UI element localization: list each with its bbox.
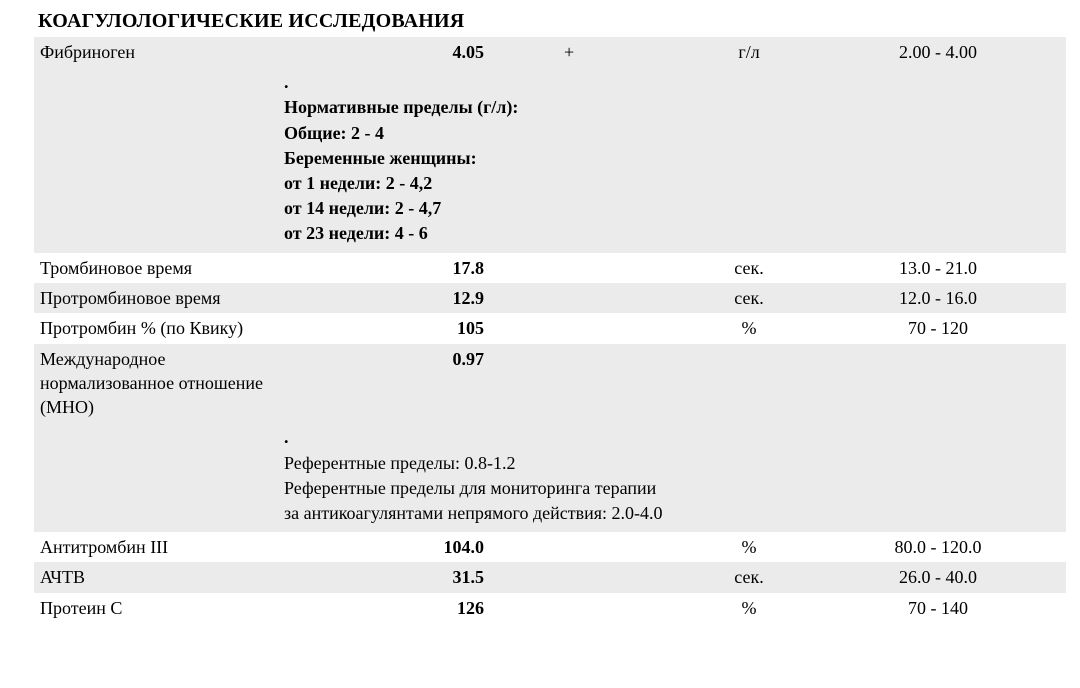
test-flag: [544, 532, 664, 562]
test-value: 0.97: [284, 344, 544, 423]
note-row: . Референтные пределы: 0.8-1.2 Референтн…: [34, 422, 1066, 532]
test-unit: %: [664, 532, 834, 562]
note-dot: .: [284, 70, 1060, 95]
section-title: КОАГУЛОЛОГИЧЕСКИЕ ИССЛЕДОВАНИЯ: [38, 10, 1066, 33]
test-unit: сек.: [664, 562, 834, 592]
note-line: от 14 недели: 2 - 4,7: [284, 196, 1060, 221]
test-value: 12.9: [284, 283, 544, 313]
note-line: Беременные женщины:: [284, 146, 1060, 171]
test-value: 4.05: [284, 37, 544, 67]
table-row: АЧТВ 31.5 сек. 26.0 - 40.0: [34, 562, 1066, 592]
test-range: 70 - 120: [834, 313, 1066, 343]
test-name: Протромбин % (по Квику): [34, 313, 284, 343]
table-row: Протеин С 126 % 70 - 140: [34, 593, 1066, 623]
table-row: Международное нормализованное отношение …: [34, 344, 1066, 423]
test-value: 104.0: [284, 532, 544, 562]
test-range: 12.0 - 16.0: [834, 283, 1066, 313]
test-flag: [544, 313, 664, 343]
test-unit: %: [664, 593, 834, 623]
note-block: . Нормативные пределы (г/л): Общие: 2 - …: [284, 67, 1066, 252]
table-row: Протромбиновое время 12.9 сек. 12.0 - 16…: [34, 283, 1066, 313]
note-line: Референтные пределы для мониторинга тера…: [284, 476, 1060, 501]
test-range: 26.0 - 40.0: [834, 562, 1066, 592]
table-row: Антитромбин III 104.0 % 80.0 - 120.0: [34, 532, 1066, 562]
note-block: . Референтные пределы: 0.8-1.2 Референтн…: [284, 422, 1066, 532]
test-value: 17.8: [284, 253, 544, 283]
test-range: 13.0 - 21.0: [834, 253, 1066, 283]
test-range: 80.0 - 120.0: [834, 532, 1066, 562]
test-flag: [544, 344, 664, 423]
test-flag: [544, 253, 664, 283]
test-flag: [544, 593, 664, 623]
test-unit: [664, 344, 834, 423]
lab-report-page: КОАГУЛОЛОГИЧЕСКИЕ ИССЛЕДОВАНИЯ Фибриноге…: [0, 0, 1080, 688]
note-line: от 1 недели: 2 - 4,2: [284, 171, 1060, 196]
test-flag: [544, 283, 664, 313]
note-line: от 23 недели: 4 - 6: [284, 221, 1060, 246]
test-flag: +: [544, 37, 664, 67]
table-row: Тромбиновое время 17.8 сек. 13.0 - 21.0: [34, 253, 1066, 283]
test-range: 70 - 140: [834, 593, 1066, 623]
test-flag: [544, 562, 664, 592]
note-line: за антикоагулянтами непрямого действия: …: [284, 501, 1060, 526]
test-name: Антитромбин III: [34, 532, 284, 562]
test-value: 126: [284, 593, 544, 623]
test-value: 105: [284, 313, 544, 343]
test-name: АЧТВ: [34, 562, 284, 592]
test-unit: г/л: [664, 37, 834, 67]
results-table: Фибриноген 4.05 + г/л 2.00 - 4.00 . Норм…: [34, 37, 1066, 623]
test-name: Протеин С: [34, 593, 284, 623]
test-unit: сек.: [664, 283, 834, 313]
table-row: Фибриноген 4.05 + г/л 2.00 - 4.00: [34, 37, 1066, 67]
test-unit: сек.: [664, 253, 834, 283]
test-range: 2.00 - 4.00: [834, 37, 1066, 67]
test-name: Фибриноген: [34, 37, 284, 67]
note-dot: .: [284, 425, 1060, 450]
test-name: Тромбиновое время: [34, 253, 284, 283]
test-name: Протромбиновое время: [34, 283, 284, 313]
note-row: . Нормативные пределы (г/л): Общие: 2 - …: [34, 67, 1066, 252]
table-row: Протромбин % (по Квику) 105 % 70 - 120: [34, 313, 1066, 343]
note-line: Референтные пределы: 0.8-1.2: [284, 451, 1060, 476]
test-name: Международное нормализованное отношение …: [34, 344, 284, 423]
test-unit: %: [664, 313, 834, 343]
test-range: [834, 344, 1066, 423]
note-line: Общие: 2 - 4: [284, 121, 1060, 146]
test-value: 31.5: [284, 562, 544, 592]
note-line: Нормативные пределы (г/л):: [284, 95, 1060, 120]
